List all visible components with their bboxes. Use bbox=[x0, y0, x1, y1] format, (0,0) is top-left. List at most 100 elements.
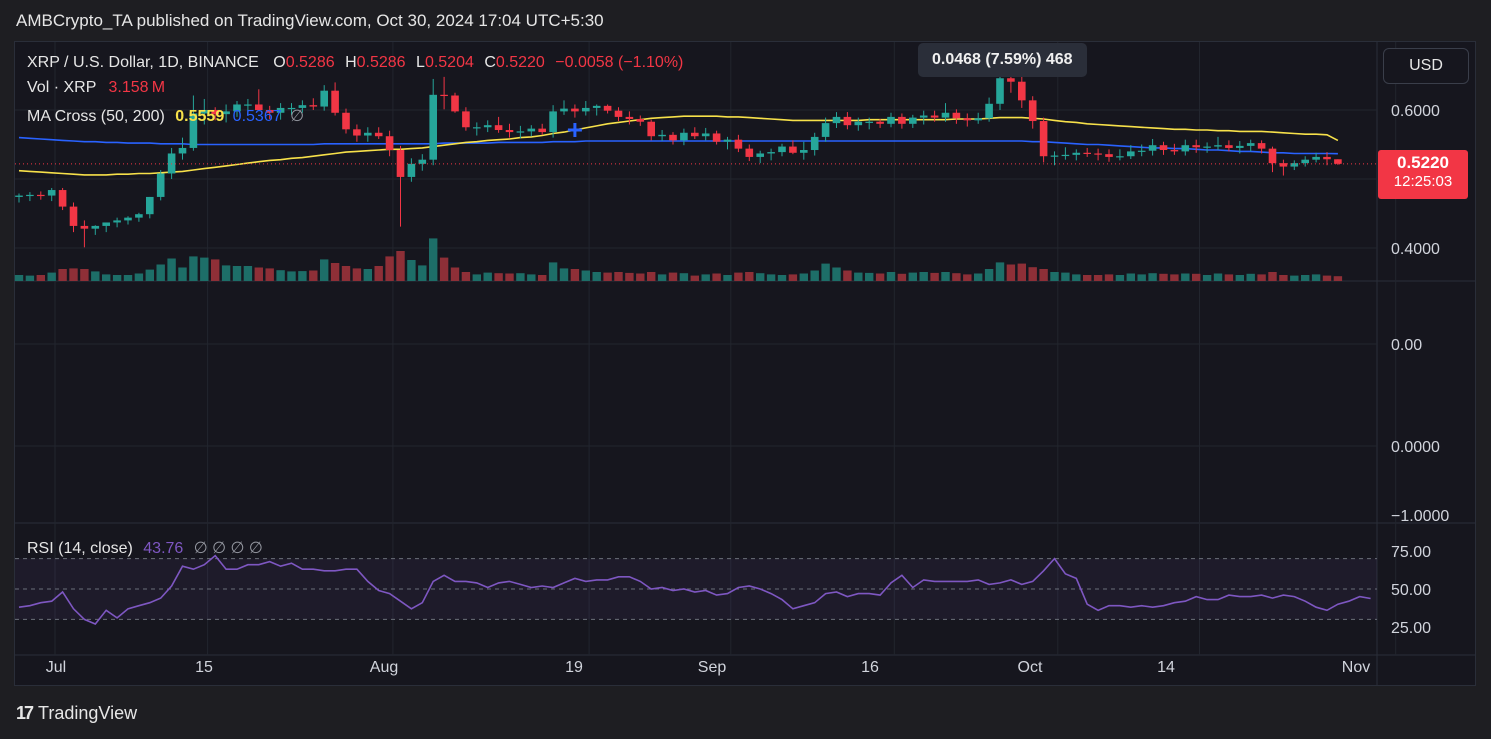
volume-bar bbox=[418, 265, 427, 281]
candle-body bbox=[571, 108, 579, 112]
volume-bar bbox=[1290, 275, 1299, 281]
candle-body bbox=[1334, 159, 1342, 164]
chart-frame[interactable] bbox=[14, 41, 1476, 686]
tradingview-logo[interactable]: 17 TradingView bbox=[16, 703, 137, 724]
symbol-label[interactable]: XRP / U.S. Dollar, 1D, BINANCE bbox=[27, 54, 259, 71]
volume-bar bbox=[450, 267, 460, 281]
volume-bar bbox=[1322, 275, 1332, 281]
volume-bars bbox=[14, 238, 1343, 281]
price-axis-label: 0.6000 bbox=[1391, 103, 1440, 120]
candle-body bbox=[603, 105, 612, 111]
candle-body bbox=[135, 214, 143, 218]
candle-body bbox=[211, 110, 219, 115]
candle-body bbox=[113, 220, 121, 223]
candle-body bbox=[527, 128, 536, 132]
rsi-line bbox=[18, 554, 1371, 625]
time-axis-label: 15 bbox=[195, 659, 213, 676]
volume-bar bbox=[516, 273, 525, 281]
candle-body bbox=[582, 107, 590, 112]
candle-body bbox=[1181, 145, 1190, 152]
candle-body bbox=[1236, 145, 1244, 148]
ma50-value: 0.5559 bbox=[175, 108, 225, 125]
close-value: 0.5220 bbox=[495, 54, 545, 71]
candle-body bbox=[1159, 145, 1168, 151]
candle-body bbox=[832, 116, 841, 124]
candle-body bbox=[680, 132, 688, 141]
volume-label[interactable]: Vol · XRP bbox=[27, 79, 97, 96]
candle-body bbox=[178, 147, 187, 154]
bar-countdown: 12:25:03 bbox=[1393, 173, 1453, 190]
ma-label[interactable]: MA Cross (50, 200) bbox=[27, 108, 165, 125]
volume-bar bbox=[679, 273, 689, 281]
candle-body bbox=[930, 115, 939, 118]
last-price-tag: 0.5220 12:25:03 bbox=[1378, 150, 1468, 199]
published-caption: AMBCrypto_TA published on TradingView.co… bbox=[16, 11, 604, 30]
volume-bar bbox=[396, 251, 405, 281]
volume-bar bbox=[897, 273, 907, 281]
time-axis-label: 19 bbox=[565, 659, 583, 676]
candle-body bbox=[331, 90, 339, 113]
volume-bar bbox=[657, 274, 667, 281]
candle-body bbox=[516, 131, 525, 133]
time-axis-label: 16 bbox=[861, 659, 879, 676]
candle-body bbox=[789, 146, 797, 153]
volume-bar bbox=[112, 275, 122, 281]
rsi-axis-label: 75.00 bbox=[1391, 544, 1431, 561]
candle-body bbox=[200, 110, 209, 114]
volume-bar bbox=[1093, 275, 1103, 281]
volume-bar bbox=[1115, 275, 1125, 281]
volume-bar bbox=[363, 269, 372, 281]
volume-bar bbox=[407, 260, 416, 281]
candle-body bbox=[625, 116, 634, 119]
candle-body bbox=[342, 112, 350, 130]
candle-body bbox=[1192, 145, 1200, 148]
price-axis-label: 0.00 bbox=[1391, 337, 1422, 354]
volume-bar bbox=[756, 273, 765, 281]
candle-body bbox=[1039, 121, 1048, 157]
candle-body bbox=[69, 206, 78, 226]
volume-bar bbox=[788, 274, 798, 281]
candle-body bbox=[1312, 156, 1320, 160]
volume-bar bbox=[505, 273, 514, 281]
volume-bar bbox=[843, 270, 852, 281]
candle-body bbox=[462, 111, 470, 128]
candle-body bbox=[854, 121, 863, 126]
candles bbox=[15, 65, 1377, 248]
volume-bar bbox=[69, 268, 78, 281]
volume-bar bbox=[1104, 274, 1114, 281]
volume-bar bbox=[995, 262, 1005, 281]
candle-body bbox=[505, 130, 514, 133]
volume-bar bbox=[701, 274, 710, 281]
volume-bar bbox=[821, 263, 830, 281]
rsi-label[interactable]: RSI (14, close) bbox=[27, 540, 133, 557]
volume-bar bbox=[429, 238, 438, 281]
measure-tooltip: 0.0468 (7.59%) 468 bbox=[918, 43, 1087, 77]
volume-bar bbox=[559, 268, 569, 281]
volume-bar bbox=[1039, 269, 1048, 281]
candle-body bbox=[1148, 145, 1157, 151]
volume-bar bbox=[134, 273, 144, 281]
legend-ohlc-row: XRP / U.S. Dollar, 1D, BINANCE O0.5286 H… bbox=[27, 54, 683, 72]
volume-bar bbox=[647, 272, 656, 281]
candle-body bbox=[712, 133, 721, 142]
candle-body bbox=[1137, 150, 1146, 152]
volume-bar bbox=[341, 266, 351, 281]
candle-body bbox=[821, 123, 830, 137]
ma-extra: ∅ bbox=[290, 108, 304, 125]
volume-bar bbox=[156, 264, 165, 281]
candle-body bbox=[80, 225, 89, 229]
currency-button[interactable]: USD bbox=[1383, 48, 1469, 84]
time-axis-label: Jul bbox=[46, 659, 66, 676]
candle-body bbox=[876, 121, 884, 124]
volume-bar bbox=[952, 273, 961, 281]
volume-bar bbox=[1061, 272, 1070, 281]
volume-bar bbox=[167, 258, 176, 281]
volume-bar bbox=[1170, 274, 1179, 281]
volume-bar bbox=[527, 274, 536, 281]
volume-bar bbox=[494, 273, 503, 281]
legend-rsi-row: RSI (14, close) 43.76 ∅ ∅ ∅ ∅ bbox=[27, 538, 263, 558]
volume-bar bbox=[1311, 274, 1321, 281]
candle-body bbox=[1127, 151, 1135, 157]
candle-body bbox=[1105, 154, 1113, 157]
